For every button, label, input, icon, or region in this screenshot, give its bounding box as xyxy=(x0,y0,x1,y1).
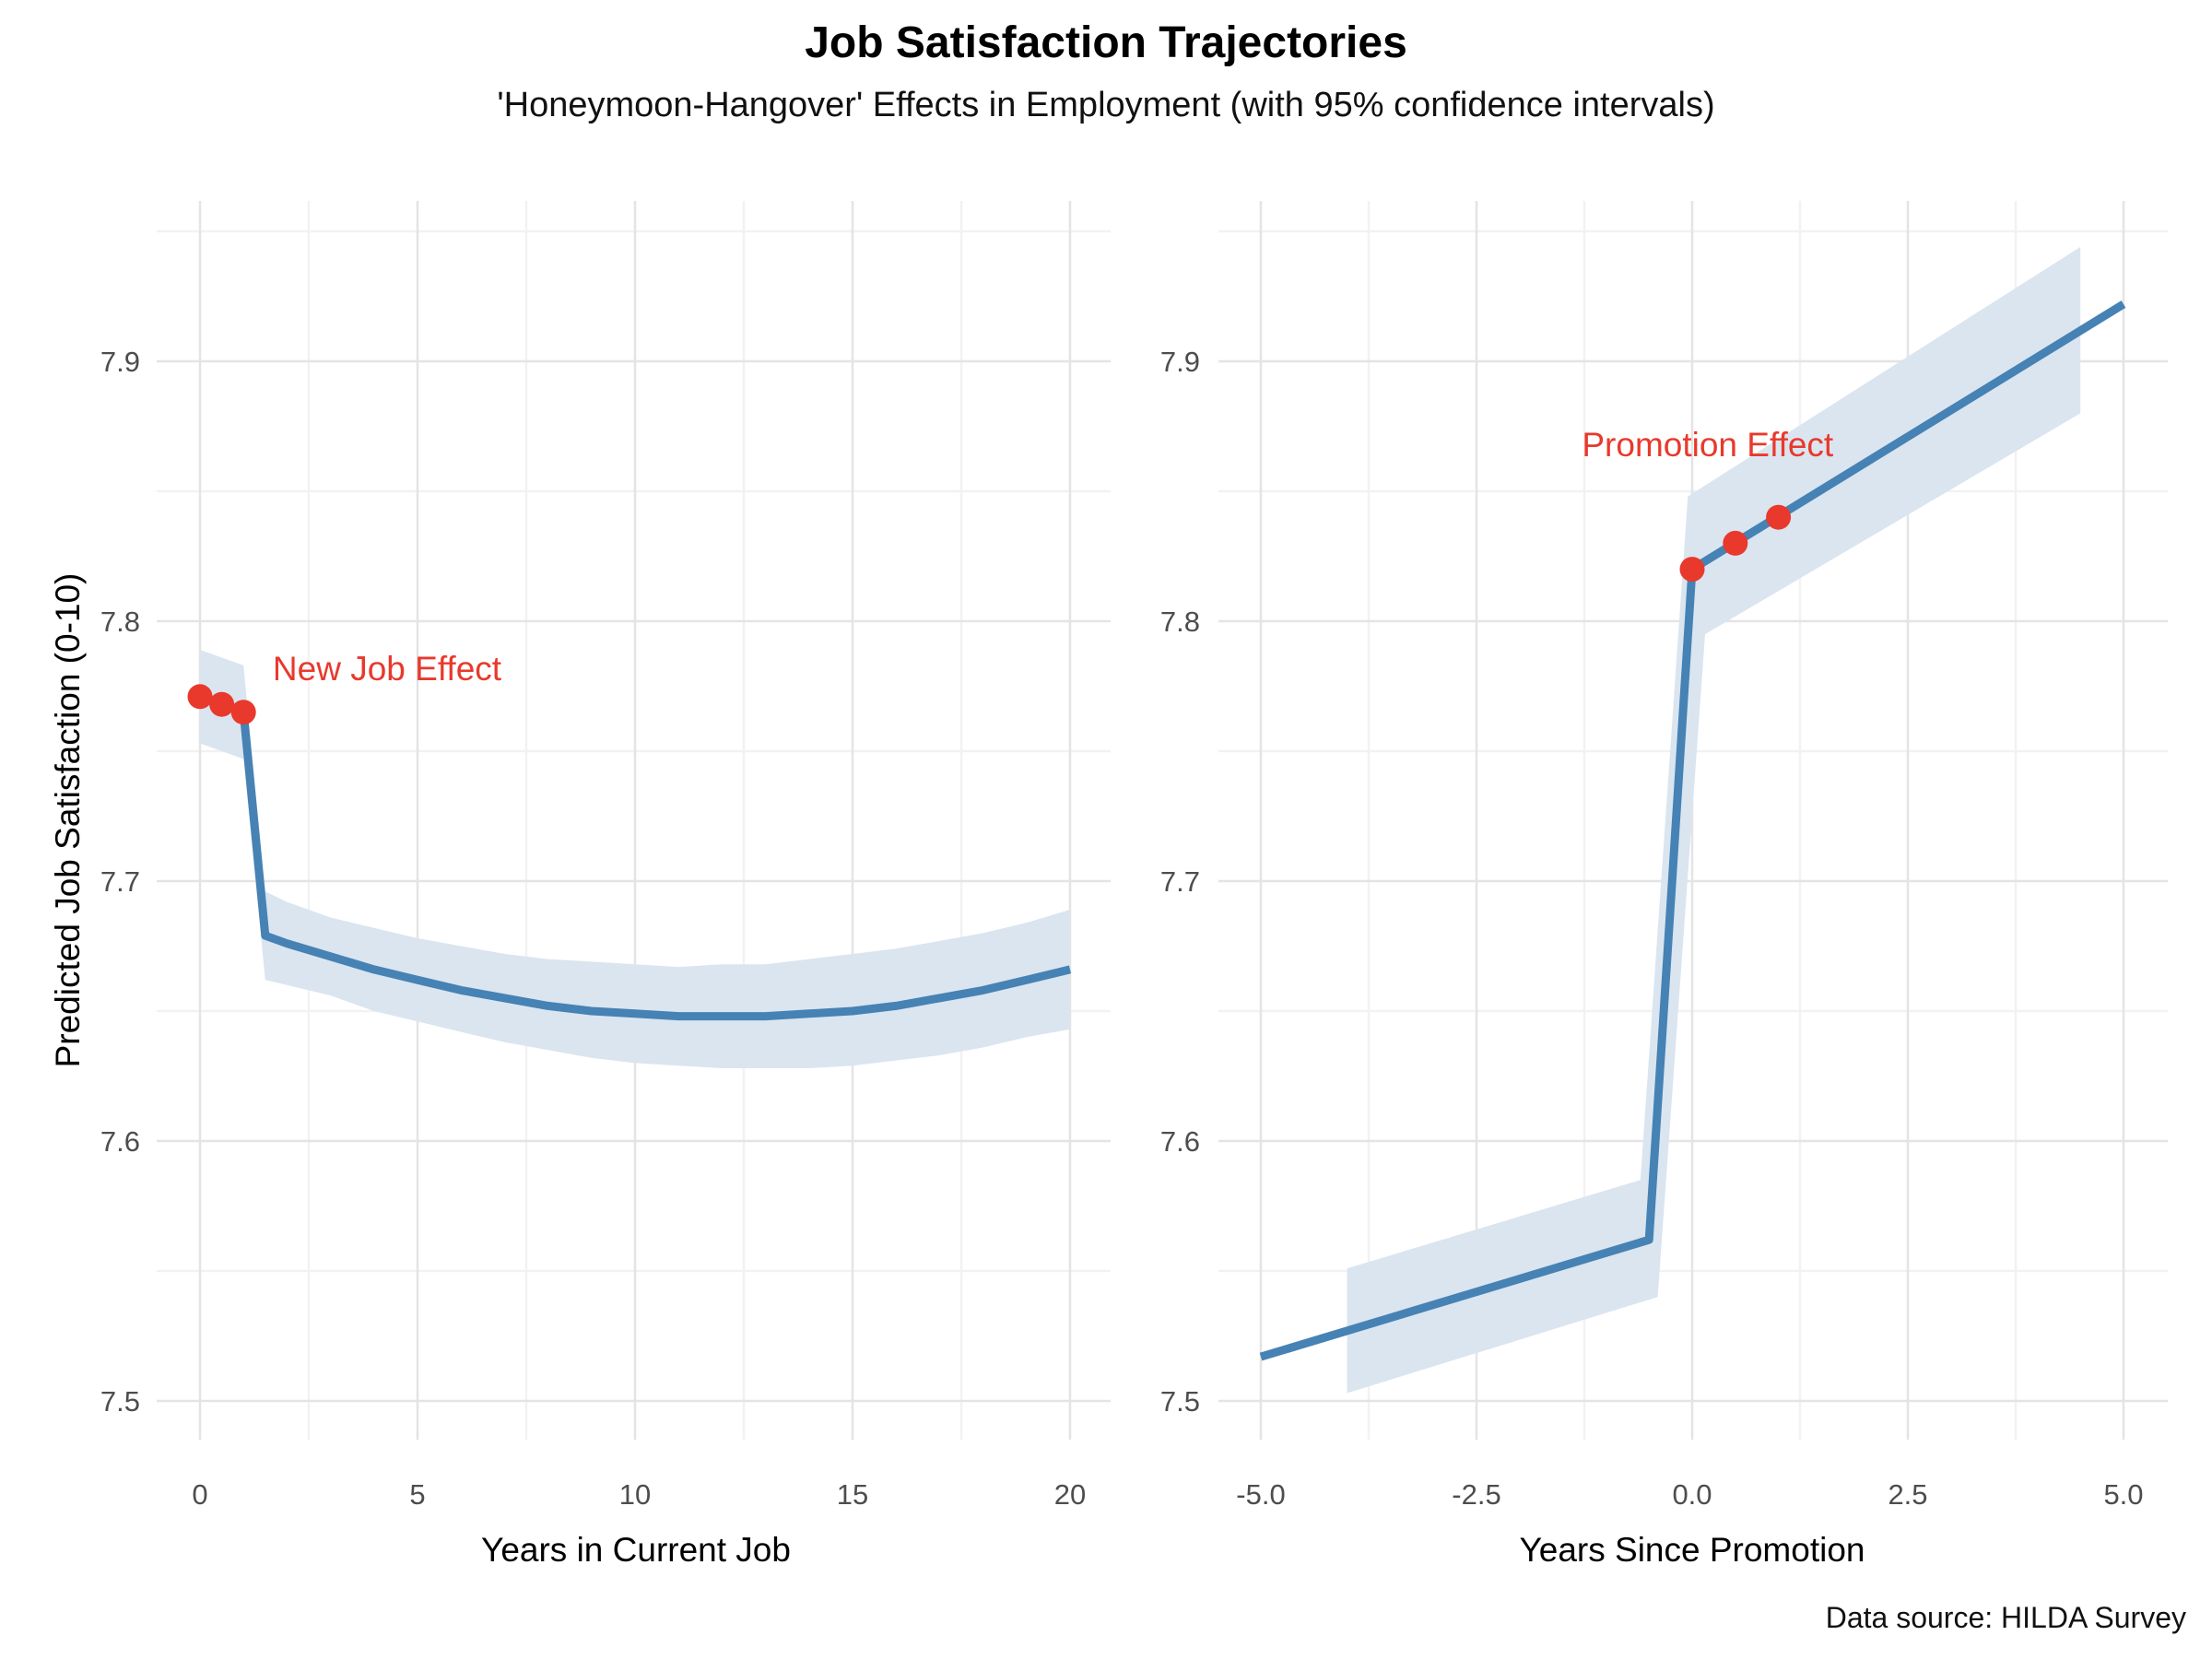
y-tick-label: 7.8 xyxy=(1160,606,1200,638)
annotation-promotion: Promotion Effect xyxy=(1582,426,1834,464)
chart-subtitle: 'Honeymoon-Hangover' Effects in Employme… xyxy=(497,86,1714,124)
y-tick-label: 7.5 xyxy=(100,1385,140,1418)
y-tick-label: 7.7 xyxy=(1160,865,1200,898)
y-tick-label: 7.6 xyxy=(100,1125,140,1158)
y-tick-label: 7.5 xyxy=(1160,1385,1200,1418)
x-tick-label: 10 xyxy=(619,1478,651,1511)
x-tick-label: 15 xyxy=(837,1478,868,1511)
confidence-ribbon xyxy=(1347,246,2081,1394)
data-point xyxy=(187,684,213,710)
x-tick-label: 0.0 xyxy=(1672,1478,1712,1511)
panel-promotion: Promotion Effect -5.0 -2.5 0.0 2.5 5.0 7.5 7.6 7… xyxy=(1160,201,2168,1511)
x-tick-label: 2.5 xyxy=(1888,1478,1927,1511)
data-point xyxy=(209,691,235,717)
y-axis-title: Predicted Job Satisfaction (0-10) xyxy=(49,573,87,1068)
data-point xyxy=(1723,530,1748,556)
y-tick-label: 7.9 xyxy=(1160,346,1200,378)
x-axis-title-tenure: Years in Current Job xyxy=(481,1531,791,1569)
annotation-tenure: New Job Effect xyxy=(273,650,502,688)
y-tick-label: 7.9 xyxy=(100,346,140,378)
data-point xyxy=(230,700,256,725)
x-tick-label: -5.0 xyxy=(1236,1478,1285,1511)
x-tick-label: -2.5 xyxy=(1452,1478,1500,1511)
y-tick-label: 7.7 xyxy=(100,865,140,898)
panel-tenure: New Job Effect 0 5 10 15 20 7.5 7.6 7.7 7.8 7.9 xyxy=(100,201,1111,1511)
chart-title: Job Satisfaction Trajectories xyxy=(805,18,1407,67)
y-tick-label: 7.8 xyxy=(100,606,140,638)
x-tick-label: 0 xyxy=(192,1478,207,1511)
x-tick-label: 5 xyxy=(409,1478,425,1511)
data-source-caption: Data source: HILDA Survey xyxy=(1826,1601,2186,1634)
confidence-ribbon xyxy=(200,650,1070,1068)
y-tick-label: 7.6 xyxy=(1160,1125,1200,1158)
trend-line xyxy=(1259,300,2126,1361)
x-tick-label: 5.0 xyxy=(2103,1478,2143,1511)
trend-line xyxy=(198,692,1072,1021)
x-axis-title-promotion: Years Since Promotion xyxy=(1519,1531,1865,1569)
x-tick-label: 20 xyxy=(1054,1478,1086,1511)
data-point xyxy=(1679,557,1705,582)
data-point xyxy=(1766,504,1792,530)
